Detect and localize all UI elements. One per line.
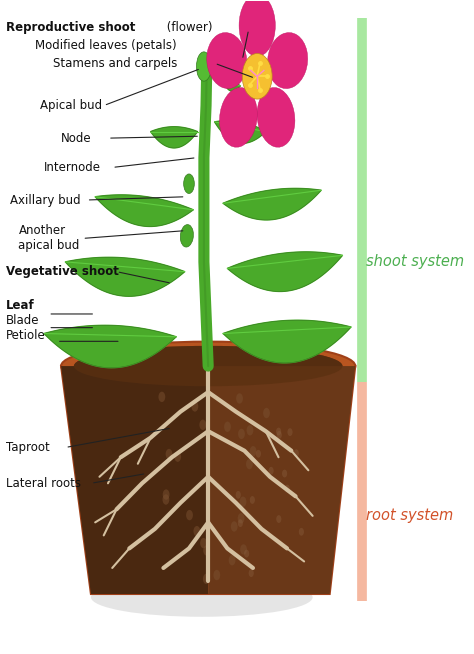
Circle shape (238, 429, 245, 439)
Circle shape (193, 526, 201, 536)
Text: Taproot: Taproot (6, 441, 49, 454)
Circle shape (256, 450, 261, 458)
Circle shape (242, 54, 272, 99)
Text: Stamens and carpels: Stamens and carpels (53, 57, 177, 70)
Polygon shape (65, 257, 185, 296)
Circle shape (213, 570, 220, 580)
Circle shape (236, 393, 243, 404)
Text: Leaf: Leaf (6, 299, 35, 312)
Circle shape (203, 574, 210, 584)
Circle shape (238, 519, 243, 527)
Circle shape (200, 538, 207, 548)
Text: root system: root system (366, 508, 453, 523)
Text: Node: Node (61, 131, 91, 145)
Text: Blade: Blade (6, 314, 39, 327)
Polygon shape (95, 195, 193, 226)
Polygon shape (223, 188, 321, 220)
Polygon shape (61, 366, 356, 594)
Ellipse shape (74, 346, 343, 387)
Polygon shape (151, 127, 198, 148)
Text: Another: Another (18, 224, 65, 237)
Polygon shape (208, 366, 356, 594)
Circle shape (165, 449, 173, 459)
Circle shape (239, 496, 246, 507)
Circle shape (200, 420, 206, 430)
Circle shape (277, 431, 282, 439)
Ellipse shape (74, 346, 343, 387)
Ellipse shape (61, 341, 356, 390)
Circle shape (249, 569, 254, 577)
Ellipse shape (239, 0, 275, 56)
Polygon shape (228, 252, 343, 292)
Ellipse shape (207, 33, 247, 88)
Text: apical bud: apical bud (18, 239, 80, 252)
Circle shape (269, 467, 273, 475)
Polygon shape (223, 320, 351, 363)
Text: Lateral roots: Lateral roots (6, 477, 81, 490)
Circle shape (276, 428, 281, 436)
Circle shape (231, 521, 237, 532)
Circle shape (276, 515, 282, 523)
Circle shape (240, 544, 247, 555)
Ellipse shape (219, 88, 257, 147)
Polygon shape (44, 325, 176, 368)
Circle shape (263, 408, 270, 418)
Circle shape (163, 489, 170, 500)
Polygon shape (61, 366, 208, 594)
Circle shape (228, 555, 236, 566)
Ellipse shape (196, 52, 211, 81)
Text: shoot system: shoot system (366, 254, 464, 269)
Text: Internode: Internode (44, 161, 101, 174)
Text: (flower): (flower) (164, 21, 213, 34)
Polygon shape (223, 79, 240, 91)
Circle shape (299, 528, 304, 536)
Text: Apical bud: Apical bud (40, 99, 102, 112)
Ellipse shape (183, 174, 194, 194)
Circle shape (250, 496, 255, 504)
Circle shape (158, 392, 165, 402)
Circle shape (203, 545, 210, 556)
Circle shape (250, 446, 256, 456)
Circle shape (244, 549, 249, 557)
Circle shape (224, 422, 231, 432)
Polygon shape (215, 121, 266, 143)
Circle shape (246, 425, 254, 436)
Text: Axillary bud: Axillary bud (10, 194, 81, 207)
Circle shape (282, 470, 287, 477)
Ellipse shape (257, 88, 295, 147)
Text: Reproductive shoot: Reproductive shoot (6, 21, 135, 34)
Circle shape (174, 451, 181, 462)
Circle shape (236, 491, 241, 499)
Circle shape (191, 401, 198, 411)
Text: Modified leaves (petals): Modified leaves (petals) (36, 39, 177, 52)
Circle shape (237, 513, 245, 523)
Circle shape (186, 510, 193, 521)
Ellipse shape (180, 224, 193, 247)
Circle shape (163, 494, 169, 505)
Circle shape (287, 428, 292, 436)
Ellipse shape (91, 577, 313, 617)
Circle shape (246, 459, 253, 470)
Text: Vegetative shoot: Vegetative shoot (6, 265, 118, 278)
Circle shape (294, 449, 299, 457)
Ellipse shape (267, 33, 308, 88)
Text: Petiole: Petiole (6, 329, 46, 342)
Circle shape (284, 485, 290, 492)
